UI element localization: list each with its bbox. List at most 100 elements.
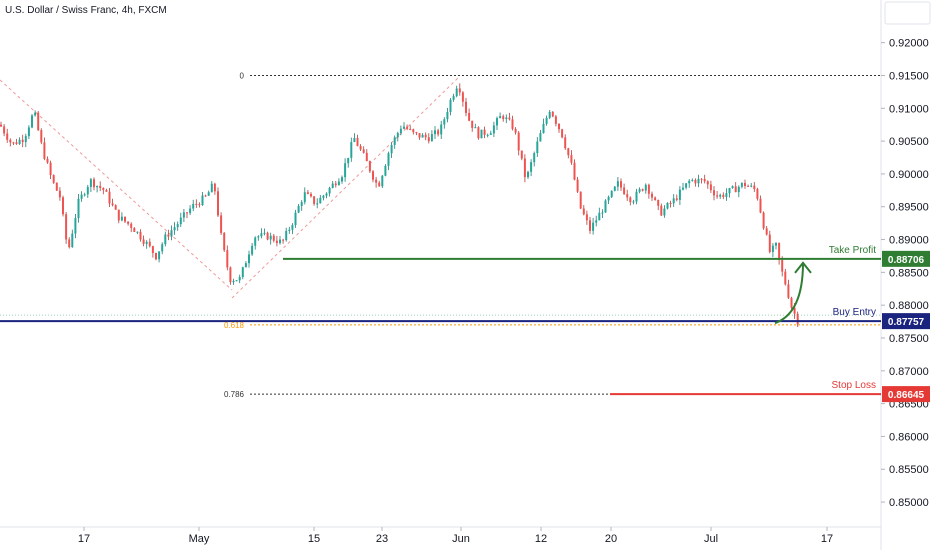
candle <box>527 170 529 179</box>
y-tick-label: 0.89500 <box>889 202 929 214</box>
candle <box>406 124 409 131</box>
candle <box>688 179 691 188</box>
candle <box>539 129 542 142</box>
fib-level-label: 0.618 <box>224 321 245 330</box>
trade-level-label: Stop Loss <box>832 380 876 391</box>
candle <box>334 180 337 188</box>
trade-price-tag <box>882 313 930 330</box>
candle <box>461 91 464 107</box>
candle <box>570 150 573 165</box>
x-tick-label: 20 <box>605 533 617 545</box>
candle <box>198 202 201 208</box>
candle <box>263 228 266 236</box>
candle <box>344 158 347 182</box>
x-tick-label: 12 <box>535 533 547 545</box>
candle <box>737 185 740 198</box>
x-tick-label: 17 <box>78 533 90 545</box>
candle <box>127 221 130 226</box>
candle <box>235 280 238 282</box>
candle <box>62 195 64 217</box>
x-tick-label: Jun <box>452 533 470 545</box>
candle <box>418 133 421 140</box>
candle <box>700 178 703 184</box>
candle <box>136 231 139 235</box>
candle <box>192 199 195 212</box>
candle <box>130 222 133 233</box>
candle <box>303 187 306 205</box>
y-tick-label: 0.85500 <box>889 464 929 476</box>
candle <box>564 134 567 150</box>
candle <box>409 125 412 131</box>
candle <box>446 107 449 123</box>
candle <box>610 190 613 199</box>
candle <box>403 122 405 130</box>
candle <box>269 232 272 245</box>
candle <box>99 181 102 192</box>
candle <box>771 243 774 258</box>
candle <box>396 131 399 142</box>
chart-title: U.S. Dollar / Swiss Franc, 4h, FXCM <box>5 5 167 16</box>
candle <box>12 141 15 145</box>
candle <box>319 195 322 204</box>
candle <box>508 112 511 121</box>
candle <box>275 235 278 247</box>
candle <box>155 252 157 261</box>
candle <box>573 159 576 181</box>
candle <box>27 125 30 139</box>
candle <box>229 266 232 285</box>
trade-price-tag <box>882 250 930 267</box>
y-tick-label: 0.91500 <box>889 70 929 82</box>
candle <box>651 191 653 201</box>
candle <box>173 222 176 235</box>
candle <box>170 225 173 241</box>
candle <box>316 198 319 209</box>
candle <box>486 133 489 138</box>
candle <box>375 176 378 188</box>
candle <box>632 199 635 205</box>
candle <box>647 183 650 199</box>
candle <box>427 133 430 144</box>
candle <box>325 192 328 199</box>
candle <box>186 211 188 219</box>
candle <box>598 207 601 221</box>
candle <box>452 93 455 102</box>
candle <box>728 187 731 198</box>
candle <box>120 212 123 222</box>
candle <box>731 185 734 189</box>
fib-trend-line-1 <box>0 79 233 291</box>
candle <box>328 186 331 197</box>
candle <box>46 156 49 164</box>
candle <box>210 181 213 193</box>
candle <box>232 278 235 285</box>
candle <box>623 183 626 195</box>
candle <box>353 133 356 143</box>
candle <box>96 185 99 193</box>
candle <box>520 150 523 161</box>
candle <box>796 311 799 328</box>
candle <box>43 137 46 161</box>
candle <box>37 110 40 131</box>
candle <box>644 183 647 194</box>
candle <box>288 226 291 234</box>
candle <box>158 251 161 263</box>
candle <box>595 215 598 227</box>
candle <box>709 180 712 194</box>
y-tick-label: 0.89000 <box>889 235 929 247</box>
candle <box>523 154 526 183</box>
candle <box>455 85 458 98</box>
x-tick-label: 17 <box>821 533 833 545</box>
candle <box>592 217 595 235</box>
candle <box>638 187 641 194</box>
axis-settings-box[interactable] <box>884 1 931 25</box>
y-tick-label: 0.87000 <box>889 366 929 378</box>
candle <box>58 187 61 201</box>
candle <box>18 137 21 145</box>
candle <box>393 135 396 149</box>
candle <box>381 174 384 189</box>
candle <box>740 182 743 189</box>
candle <box>49 160 52 180</box>
y-tick-label: 0.90000 <box>889 169 929 181</box>
candle <box>68 237 71 249</box>
candle <box>350 137 353 162</box>
